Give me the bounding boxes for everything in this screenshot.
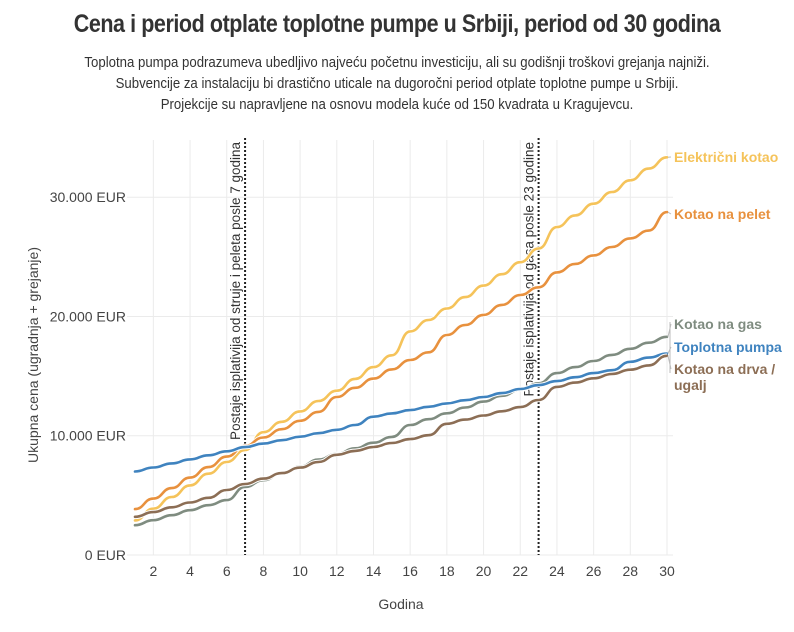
- x-tick-label: 12: [329, 563, 345, 579]
- series-line: [133, 335, 669, 527]
- grid-lines: [127, 140, 673, 556]
- series-label: Električni kotao: [674, 149, 778, 165]
- annotations: Postaje isplativija od struje i peleta p…: [228, 138, 540, 555]
- subtitle-line-3: Projekcije su napravljene na osnovu mode…: [160, 96, 634, 113]
- series-label: ugalj: [674, 377, 707, 393]
- x-tick-label: 20: [476, 563, 492, 579]
- series-line: [133, 210, 669, 511]
- breakeven-annotation: Postaje isplativija od gasa posle 23 god…: [522, 142, 537, 396]
- y-tick-label: 0 EUR: [85, 547, 126, 563]
- y-tick-label: 20.000 EUR: [50, 308, 126, 324]
- x-tick-label: 14: [366, 563, 382, 579]
- x-tick-label: 28: [623, 563, 639, 579]
- x-tick-label: 18: [439, 563, 455, 579]
- series-labels: Električni kotao Kotao na pelet Kotao na g…: [667, 149, 782, 393]
- chart-title: Cena i period otplate toplotne pumpe u S…: [73, 10, 721, 38]
- series-label: Kotao na pelet: [674, 206, 771, 222]
- subtitle-line-2: Subvencije za instalaciju bi drastično u…: [115, 75, 679, 92]
- x-tick-label: 10: [292, 563, 308, 579]
- series-label: Kotao na gas: [674, 316, 762, 332]
- series-line: [133, 156, 669, 522]
- y-tick-label: 10.000 EUR: [50, 428, 126, 444]
- x-axis-ticks: 2 4 6 8 10 12 14 16 18 20 22 24 26 28 30: [149, 563, 675, 579]
- x-tick-label: 26: [586, 563, 602, 579]
- y-tick-label: 30.000 EUR: [50, 189, 126, 205]
- chart-subtitle: Toplotna pumpa podrazumeva ubedljivo naj…: [0, 52, 794, 115]
- x-axis-label: Godina: [378, 596, 423, 612]
- y-axis-ticks: 0 EUR 10.000 EUR 20.000 EUR 30.000 EUR: [50, 189, 126, 563]
- series-line: [133, 354, 669, 519]
- y-axis-label: Ukupna cena (ugradnja + grejanje): [25, 247, 41, 463]
- breakeven-annotation: Postaje isplativija od struje i peleta p…: [228, 142, 243, 440]
- x-tick-label: 16: [402, 563, 418, 579]
- x-tick-label: 4: [186, 563, 194, 579]
- series-lines: [133, 155, 669, 528]
- series-label: Kotao na drva /: [674, 361, 775, 377]
- x-tick-label: 22: [512, 563, 528, 579]
- x-tick-label: 24: [549, 563, 565, 579]
- x-tick-label: 8: [260, 563, 268, 579]
- x-tick-label: 30: [659, 563, 675, 579]
- label-leader: [667, 211, 672, 215]
- series-line: [133, 352, 669, 473]
- series-label: Toplotna pumpa: [674, 339, 782, 355]
- subtitle-line-1: Toplotna pumpa podrazumeva ubedljivo naj…: [84, 54, 710, 71]
- x-tick-label: 2: [149, 563, 157, 579]
- x-tick-label: 6: [223, 563, 231, 579]
